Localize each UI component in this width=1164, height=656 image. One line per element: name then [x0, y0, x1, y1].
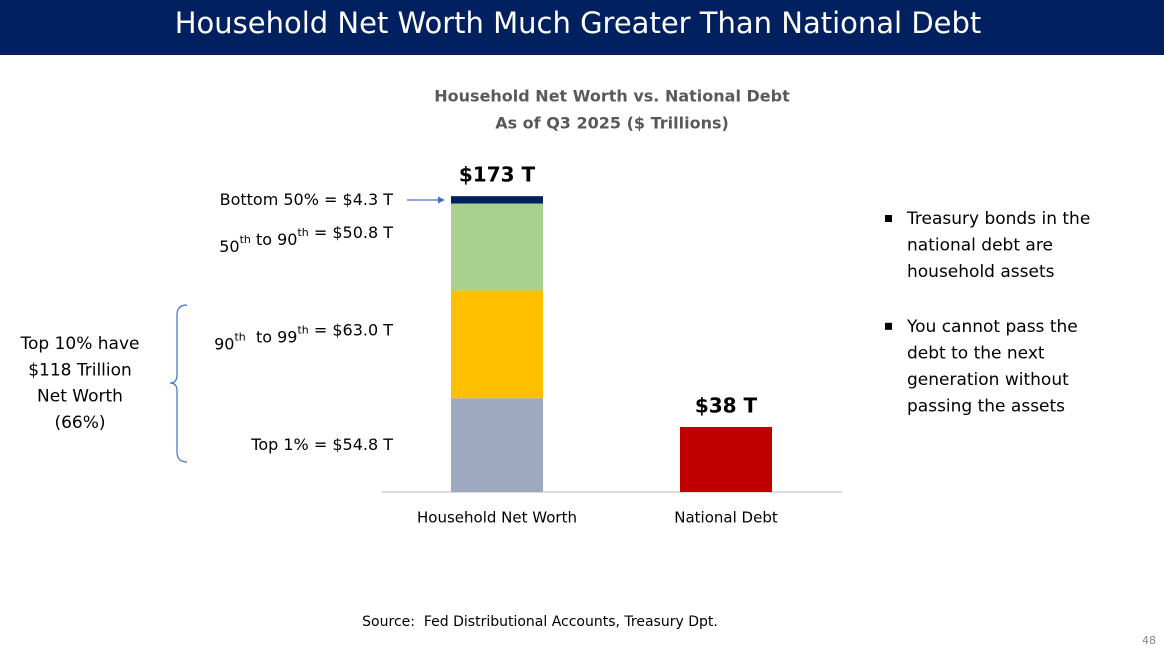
annotation: Top 10% have [20, 334, 140, 354]
bullet-text: Treasury bonds in the [906, 209, 1090, 229]
x-tick-label: National Debt [674, 509, 778, 527]
bullet-text: household assets [907, 262, 1055, 282]
bullet-text: passing the assets [907, 397, 1065, 417]
bar-segment [451, 398, 543, 492]
total-label: $173 T [459, 162, 536, 186]
segment-label: Bottom 50% = $4.3 T [220, 189, 394, 208]
chart-title: Household Net Worth vs. National Debt [434, 87, 790, 106]
segment-label: 90th to 99th = $63.0 T [214, 320, 393, 353]
annotation: (66%) [54, 413, 105, 433]
page-number: 48 [1142, 634, 1156, 647]
bullet-text: national debt are [907, 236, 1053, 256]
bullet-text: debt to the next [907, 343, 1045, 363]
total-label: $38 T [695, 393, 758, 417]
slide-title: Household Net Worth Much Greater Than Na… [175, 6, 982, 40]
header-bar [0, 0, 1164, 55]
annotation: Net Worth [37, 387, 123, 407]
segment-label: Top 1% = $54.8 T [250, 435, 393, 454]
bullet-marker [885, 322, 892, 330]
bar-segment [451, 203, 543, 291]
bullet-text: generation without [907, 370, 1069, 390]
bar-segment [451, 290, 543, 399]
segment-label: 50th to 90th = $50.8 T [219, 222, 393, 255]
chart-subtitle: As of Q3 2025 ($ Trillions) [495, 114, 729, 133]
arrow-head [438, 196, 445, 204]
source: Source: Fed Distributional Accounts, Tre… [362, 614, 718, 630]
bullet-marker [885, 215, 892, 222]
bracket [169, 304, 188, 463]
bullet-text: You cannot pass the [906, 317, 1078, 337]
x-tick-label: Household Net Worth [417, 509, 577, 527]
annotation: $118 Trillion [28, 360, 132, 380]
bar-segment [680, 426, 772, 492]
bar-segment [451, 196, 543, 204]
